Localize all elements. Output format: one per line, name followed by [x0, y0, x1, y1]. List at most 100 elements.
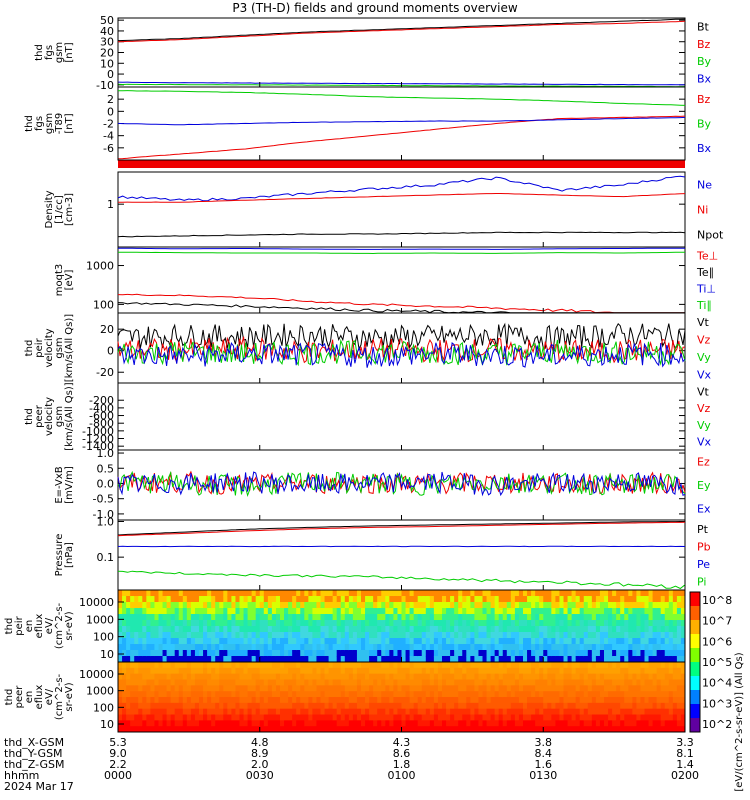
- colorbar-tick-label: 10^8: [702, 594, 732, 607]
- heatmap-cell: [442, 702, 447, 710]
- heatmap-cell: [199, 632, 204, 639]
- heatmap-cell: [397, 614, 402, 621]
- heatmap-cell: [620, 697, 625, 704]
- heatmap-cell: [255, 656, 261, 663]
- heatmap-cell: [154, 726, 159, 733]
- heatmap-cell: [356, 691, 362, 698]
- heatmap-cell: [280, 702, 285, 710]
- heatmap-cell: [474, 644, 479, 651]
- heatmap-cell: [126, 697, 131, 704]
- heatmap-cell: [296, 702, 301, 710]
- heatmap-cell: [288, 650, 293, 657]
- heatmap-cell: [352, 614, 358, 621]
- heatmap-cell: [203, 638, 208, 645]
- heatmap-cell: [162, 691, 168, 698]
- heatmap-cell: [389, 650, 394, 657]
- heatmap-cell: [498, 702, 504, 710]
- heatmap-cell: [203, 602, 208, 609]
- heatmap-cell: [369, 691, 374, 698]
- heatmap-cell: [429, 632, 435, 639]
- heatmap-cell: [324, 685, 330, 692]
- heatmap-cell: [531, 679, 536, 686]
- heatmap-cell: [243, 608, 249, 615]
- heatmap-cell: [442, 662, 447, 669]
- heatmap-cell: [648, 608, 654, 615]
- heatmap-cell: [462, 644, 467, 651]
- heatmap-cell: [458, 620, 463, 627]
- y-tick-label: 30: [100, 36, 114, 49]
- heatmap-cell: [470, 714, 475, 721]
- colorbar-segment: [690, 676, 700, 691]
- heatmap-cell: [668, 720, 674, 727]
- heatmap-cell: [393, 662, 398, 669]
- heatmap-cell: [397, 720, 402, 727]
- heatmap-cell: [255, 608, 261, 615]
- heatmap-cell: [470, 644, 475, 651]
- heatmap-cell: [170, 697, 176, 704]
- heatmap-cell: [194, 632, 200, 639]
- heatmap-cell: [510, 726, 516, 733]
- heatmap-cell: [466, 632, 471, 639]
- heatmap-cell: [531, 602, 536, 609]
- heatmap-cell: [620, 620, 625, 627]
- heatmap-cell: [251, 714, 257, 721]
- heatmap-cell: [595, 714, 601, 721]
- heatmap-cell: [680, 656, 686, 663]
- heatmap-cell: [599, 602, 605, 609]
- heatmap-cell: [591, 714, 597, 721]
- heatmap-cell: [624, 608, 629, 615]
- heatmap-cell: [227, 667, 232, 675]
- heatmap-cell: [506, 708, 512, 715]
- panel-frame: [117, 246, 686, 314]
- heatmap-cell: [154, 620, 159, 627]
- heatmap-cell: [247, 667, 253, 675]
- heatmap-cell: [450, 626, 455, 633]
- heatmap-cell: [620, 638, 625, 645]
- y-tick-label: 1000: [86, 685, 114, 698]
- heatmap-cell: [680, 596, 686, 603]
- heatmap-cell: [535, 632, 540, 639]
- heatmap-cell: [170, 714, 176, 721]
- heatmap-cell: [405, 602, 411, 609]
- heatmap-cell: [591, 614, 597, 621]
- heatmap-cell: [506, 685, 512, 692]
- heatmap-cell: [255, 620, 261, 627]
- heatmap-cell: [535, 673, 540, 680]
- heatmap-cell: [462, 667, 467, 675]
- heatmap-cell: [369, 596, 374, 603]
- heatmap-cell: [203, 590, 208, 597]
- heatmap-cell: [190, 667, 196, 675]
- heatmap-cell: [259, 620, 265, 627]
- heatmap-cell: [182, 650, 188, 657]
- heatmap-cell: [336, 626, 342, 633]
- heatmap-cell: [122, 590, 127, 597]
- heatmap-cell: [628, 656, 633, 663]
- heatmap-cell: [308, 596, 313, 603]
- heatmap-cell: [186, 702, 192, 710]
- heatmap-cell: [381, 662, 386, 669]
- heatmap-cell: [632, 702, 637, 710]
- heatmap-cell: [377, 602, 382, 609]
- heatmap-cell: [486, 708, 492, 715]
- heatmap-cell: [118, 608, 123, 615]
- heatmap-cell: [616, 697, 621, 704]
- heatmap-cell: [300, 667, 305, 675]
- heatmap-cell: [194, 708, 200, 715]
- heatmap-cell: [190, 632, 196, 639]
- heatmap-cell: [284, 644, 289, 651]
- heatmap-cell: [604, 620, 609, 627]
- heatmap-cell: [239, 691, 245, 698]
- heatmap-cell: [583, 638, 589, 645]
- heatmap-cell: [166, 650, 172, 657]
- heatmap-cell: [421, 667, 427, 675]
- heatmap-cell: [292, 714, 297, 721]
- heatmap-cell: [316, 602, 321, 609]
- heatmap-cell: [324, 656, 330, 663]
- heatmap-cell: [612, 691, 617, 698]
- heatmap-cell: [251, 650, 257, 657]
- heatmap-cell: [498, 620, 504, 627]
- heatmap-cell: [138, 714, 143, 721]
- heatmap-cell: [369, 702, 374, 710]
- heatmap-cell: [154, 590, 159, 597]
- heatmap-cell: [628, 673, 633, 680]
